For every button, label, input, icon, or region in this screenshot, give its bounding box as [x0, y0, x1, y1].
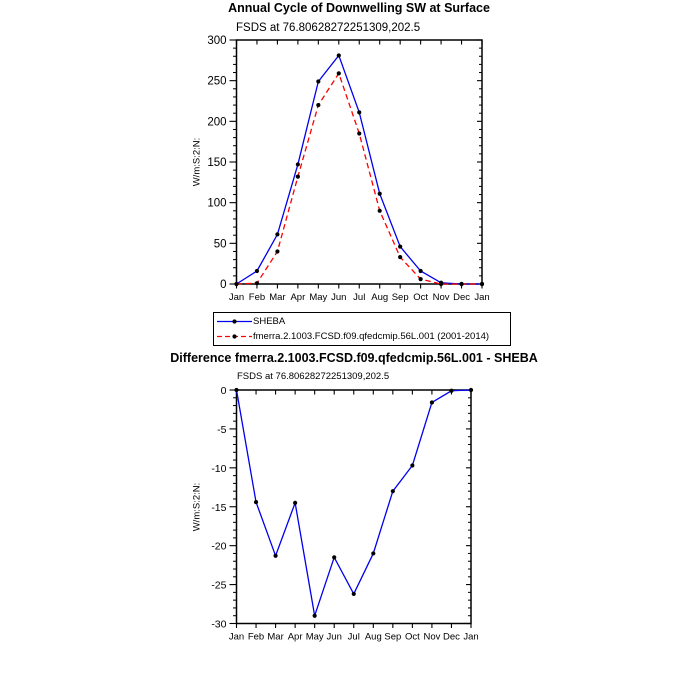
svg-text:Apr: Apr: [288, 632, 303, 643]
svg-text:Jun: Jun: [331, 292, 346, 303]
svg-text:100: 100: [207, 198, 226, 210]
svg-text:Nov: Nov: [423, 632, 440, 643]
svg-text:0: 0: [221, 385, 227, 397]
svg-text:0: 0: [220, 279, 226, 291]
svg-text:Dec: Dec: [443, 632, 460, 643]
svg-text:Oct: Oct: [405, 632, 420, 643]
svg-text:50: 50: [214, 238, 227, 250]
svg-text:Dec: Dec: [453, 292, 470, 303]
svg-text:Sep: Sep: [392, 292, 409, 303]
svg-text:Aug: Aug: [365, 632, 382, 643]
svg-text:200: 200: [207, 116, 226, 128]
svg-text:-25: -25: [211, 580, 226, 592]
legend-label-sheba: SHEBA: [253, 315, 286, 327]
svg-text:-10: -10: [211, 463, 226, 475]
legend-item-sheba: SHEBA: [214, 314, 510, 329]
svg-text:300: 300: [207, 35, 226, 47]
svg-text:Feb: Feb: [249, 292, 265, 303]
legend-line-sample-sheba-icon: [217, 319, 252, 324]
svg-text:Jul: Jul: [348, 632, 360, 643]
svg-text:150: 150: [207, 157, 226, 169]
legend-line-sample-model-icon: [217, 334, 252, 339]
svg-text:Jul: Jul: [353, 292, 365, 303]
svg-text:May: May: [306, 632, 324, 643]
svg-text:-20: -20: [211, 541, 226, 553]
top-chart-subtitle: FSDS at 76.80628272251309,202.5: [236, 22, 421, 34]
legend-item-model: fmerra.2.1003.FCSD.f09.qfedcmip.56L.001 …: [214, 329, 510, 344]
svg-text:Aug: Aug: [371, 292, 388, 303]
svg-text:-15: -15: [211, 502, 226, 514]
svg-text:Nov: Nov: [433, 292, 450, 303]
svg-text:Mar: Mar: [267, 632, 283, 643]
svg-text:Jan: Jan: [474, 292, 489, 303]
svg-text:Jan: Jan: [229, 292, 244, 303]
svg-text:-30: -30: [211, 619, 226, 631]
bottom-chart-title: Difference fmerra.2.1003.FCSD.f09.qfedcm…: [170, 351, 538, 365]
svg-text:Apr: Apr: [290, 292, 305, 303]
svg-text:Sep: Sep: [384, 632, 401, 643]
bottom-chart-subtitle: FSDS at 76.80628272251309,202.5: [237, 371, 390, 382]
svg-text:250: 250: [207, 76, 226, 88]
svg-text:Jun: Jun: [327, 632, 342, 643]
svg-text:-5: -5: [217, 424, 226, 436]
top-chart-plot-area: Jan Feb Mar Apr May Jun Jul Aug Sep Oct Nov Dec Jan0…: [207, 35, 489, 303]
svg-text:Jan: Jan: [229, 632, 244, 643]
legend-label-model: fmerra.2.1003.FCSD.f09.qfedcmip.56L.001 …: [253, 331, 490, 343]
top-chart-title: Annual Cycle of Downwelling SW at Surfac…: [228, 1, 490, 15]
svg-text:Oct: Oct: [413, 292, 428, 303]
chart-legend: SHEBA fmerra.2.1003.FCSD.f09.qfedcmip.56…: [213, 312, 511, 346]
svg-text:Jan: Jan: [463, 632, 478, 643]
svg-text:Mar: Mar: [269, 292, 285, 303]
svg-text:Feb: Feb: [248, 632, 264, 643]
svg-text:May: May: [309, 292, 327, 303]
bottom-chart-plot-area: Jan Feb Mar Apr May Jun Jul Aug Sep Oct Nov Dec Jan-…: [211, 385, 478, 643]
